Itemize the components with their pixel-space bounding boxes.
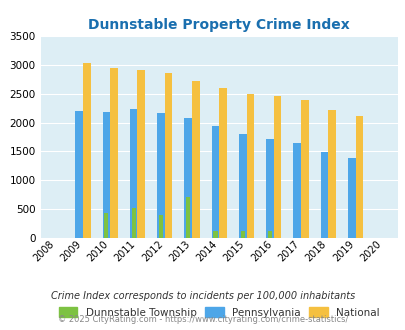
Legend: Dunnstable Township, Pennsylvania, National: Dunnstable Township, Pennsylvania, Natio… <box>54 303 383 322</box>
Bar <box>131 208 135 238</box>
Bar <box>273 96 281 238</box>
Bar <box>75 111 83 238</box>
Bar <box>240 231 244 238</box>
Bar <box>211 126 219 238</box>
Bar <box>157 114 164 238</box>
Bar <box>164 73 172 238</box>
Bar <box>246 94 254 238</box>
Bar <box>328 111 335 238</box>
Bar <box>293 143 301 238</box>
Bar <box>110 68 117 238</box>
Bar <box>238 134 246 238</box>
Bar <box>301 100 308 238</box>
Bar <box>320 152 328 238</box>
Bar <box>83 63 90 238</box>
Bar <box>192 81 199 238</box>
Bar <box>184 118 192 238</box>
Bar <box>158 214 162 238</box>
Bar <box>347 158 355 238</box>
Bar <box>102 112 110 238</box>
Bar <box>137 70 145 238</box>
Bar <box>266 139 273 238</box>
Bar <box>130 109 137 238</box>
Bar <box>355 116 362 238</box>
Bar <box>219 88 226 238</box>
Bar <box>104 213 108 238</box>
Bar <box>213 231 217 238</box>
Title: Dunnstable Property Crime Index: Dunnstable Property Crime Index <box>88 18 349 32</box>
Bar <box>267 231 271 238</box>
Bar <box>185 197 190 238</box>
Text: © 2025 CityRating.com - https://www.cityrating.com/crime-statistics/: © 2025 CityRating.com - https://www.city… <box>58 315 347 324</box>
Text: Crime Index corresponds to incidents per 100,000 inhabitants: Crime Index corresponds to incidents per… <box>51 291 354 301</box>
